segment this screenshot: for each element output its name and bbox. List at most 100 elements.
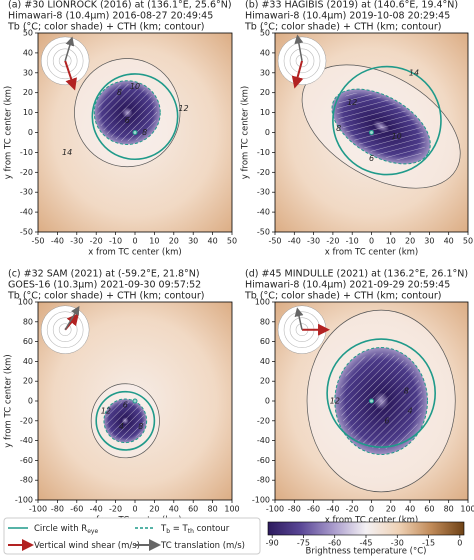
translation-arrow: [294, 34, 304, 61]
colorbar-tick-label: -75: [297, 539, 310, 548]
y-tick-label: -40: [257, 436, 270, 445]
y-tick-label: 40: [23, 357, 33, 366]
y-tick-label: 20: [23, 88, 33, 97]
legend-text-part: = T: [170, 524, 189, 534]
panel-title: Himawari-8 (10.4μm) 2016-08-27 20:49:45: [8, 11, 213, 22]
x-tick-label: -100: [29, 505, 47, 514]
legend-box: [3, 517, 261, 555]
y-tick-label: -80: [20, 476, 33, 485]
colorbar-tick-label: -15: [422, 539, 435, 548]
inset-ring: [58, 323, 72, 337]
legend-text-part: T: [160, 524, 167, 534]
x-tick-label: -60: [70, 505, 83, 514]
x-tick-label: -40: [90, 505, 103, 514]
contour-label: 14: [62, 148, 72, 157]
center-marker: [132, 398, 138, 404]
y-tick-label: -80: [257, 476, 270, 485]
contour-label: 8: [142, 128, 147, 137]
x-tick-label: -40: [326, 505, 339, 514]
x-tick-label: 10: [149, 237, 159, 246]
center-marker: [369, 398, 374, 404]
x-tick-label: 20: [169, 237, 179, 246]
x-tick-label: 100: [224, 505, 239, 514]
x-tick-label: 0: [132, 505, 137, 514]
y-tick-label: 100: [255, 298, 270, 307]
x-tick-label: -30: [307, 237, 320, 246]
y-tick-label: -50: [20, 228, 33, 237]
colorbar-tick-label: -60: [328, 539, 341, 548]
y-tick-label: 10: [23, 108, 33, 117]
y-tick-label: 40: [260, 357, 270, 366]
y-axis-label: y from TC center (km): [4, 354, 14, 447]
x-tick-label: -10: [109, 237, 122, 246]
legend-text-part: th: [188, 528, 194, 535]
contour-label: 8: [138, 422, 143, 431]
contour-label: 6: [384, 416, 389, 425]
x-axis-label: x from TC center (km): [88, 248, 181, 258]
x-tick-label: -40: [51, 237, 64, 246]
x-tick-label: 30: [424, 237, 434, 246]
translation-arrow: [64, 305, 80, 331]
legend-label: Tb = Tth contour: [160, 524, 230, 536]
x-tick-label: -100: [266, 505, 284, 514]
x-tick-label: 40: [405, 505, 415, 514]
inset-ring: [46, 311, 84, 349]
x-tick-label: 20: [149, 505, 159, 514]
x-tick-label: -20: [346, 505, 359, 514]
y-tick-label: 60: [23, 337, 33, 346]
x-tick-label: 80: [444, 505, 454, 514]
colorbar-tick-label: 0: [457, 539, 462, 548]
y-tick-label: 100: [18, 298, 33, 307]
y-tick-label: -30: [20, 188, 33, 197]
contour-label: 4: [119, 422, 124, 431]
panel-title: (a) #30 LIONROCK (2016) at (136.1°E, 25.…: [8, 0, 232, 11]
contour-label: 4: [408, 406, 413, 415]
contour-label: 12: [178, 104, 188, 113]
y-tick-label: 10: [260, 108, 270, 117]
panel-title: Tb (°C; color shade) + CTH (km; contour): [244, 22, 441, 33]
center-marker: [132, 130, 138, 135]
x-tick-label: -80: [288, 505, 301, 514]
legend-text-part: TC translation (m/s): [160, 541, 245, 551]
x-tick-label: 60: [188, 505, 198, 514]
eye-circle: [332, 65, 442, 176]
x-tick-label: 40: [208, 237, 218, 246]
y-tick-label: 40: [23, 48, 33, 57]
x-tick-label: -20: [326, 237, 339, 246]
x-tick-label: 40: [444, 237, 454, 246]
x-tick-label: 40: [169, 505, 179, 514]
x-tick-label: 20: [386, 505, 396, 514]
y-tick-label: 30: [23, 68, 33, 77]
x-tick-label: 20: [405, 237, 415, 246]
colorbar-tick-label: -30: [391, 539, 404, 548]
inset-ring: [46, 42, 84, 80]
contour-label: 6: [369, 154, 374, 163]
x-axis-label: x from TC center (km): [325, 248, 418, 258]
legend-text-part: eye: [87, 528, 98, 535]
y-tick-label: 40: [260, 48, 270, 57]
legend-text-part: Circle with R: [34, 524, 87, 534]
legend-text-part: b: [166, 528, 170, 535]
translation-arrow: [64, 36, 75, 62]
y-tick-label: 0: [28, 128, 33, 137]
x-tick-label: 30: [188, 237, 198, 246]
y-tick-label: 20: [260, 88, 270, 97]
hatch: [106, 401, 145, 441]
x-tick-label: 0: [132, 237, 137, 246]
colorbar-label: Brightness temperature (°C): [306, 547, 427, 557]
y-tick-label: -40: [20, 208, 33, 217]
y-tick-label: -20: [20, 168, 33, 177]
y-tick-label: -100: [252, 496, 270, 505]
x-tick-label: 100: [460, 505, 474, 514]
legend-label: Circle with Reye: [34, 524, 98, 536]
y-tick-label: -40: [20, 436, 33, 445]
x-tick-label: -80: [51, 505, 64, 514]
y-tick-label: 0: [28, 397, 33, 406]
hatch: [339, 352, 423, 450]
hatch: [336, 92, 426, 161]
y-tick-label: -10: [257, 148, 270, 157]
y-tick-label: -100: [15, 496, 33, 505]
x-tick-label: 0: [369, 505, 374, 514]
y-tick-label: -20: [257, 168, 270, 177]
